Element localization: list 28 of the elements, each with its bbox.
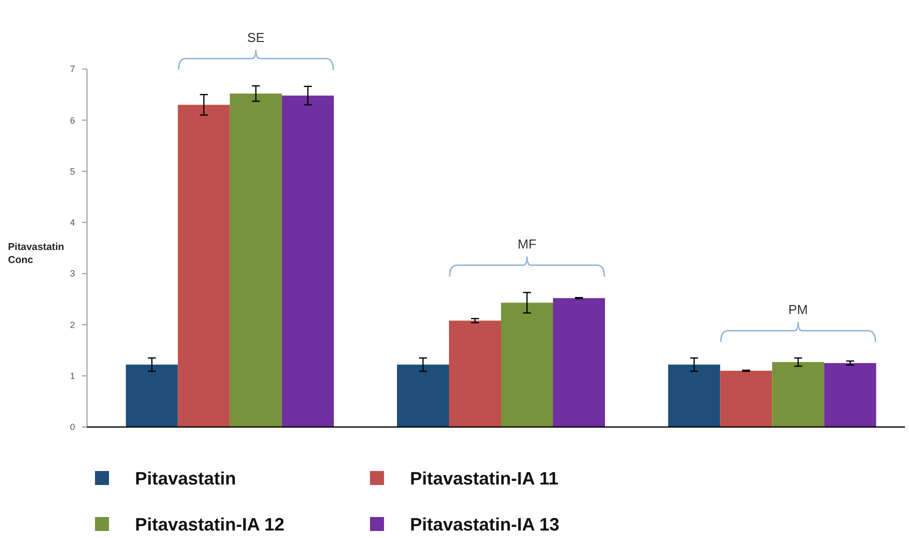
bar — [553, 298, 605, 427]
bar — [282, 96, 334, 427]
legend-label: Pitavastatin-IA 11 — [410, 468, 558, 488]
y-tick-label: 4 — [70, 218, 75, 228]
bar — [668, 364, 720, 427]
y-axis-title: Pitavastatin Conc — [8, 242, 64, 266]
bar — [449, 320, 501, 427]
legend-label: Pitavastatin — [135, 468, 236, 488]
bar — [501, 302, 553, 427]
legend-label: Pitavastatin-IA 13 — [410, 514, 560, 534]
y-tick-label: 1 — [70, 371, 75, 382]
annotation: PM — [788, 302, 808, 317]
y-tick-label: 5 — [70, 166, 75, 176]
bar — [720, 370, 772, 427]
y-tick-label: 0 — [70, 422, 75, 432]
y-tick-label: 3 — [70, 268, 75, 279]
bar — [126, 364, 178, 427]
text: SE — [247, 30, 265, 45]
bar — [824, 363, 876, 427]
annotation: MF — [518, 236, 536, 252]
legend-label: Pitavastatin-IA 12 — [135, 514, 284, 534]
bar — [397, 364, 449, 427]
bar — [772, 362, 824, 427]
bar — [178, 104, 230, 427]
bar — [230, 94, 282, 427]
y-tick-label: 6 — [70, 115, 75, 126]
y-tick-label: 2 — [70, 320, 75, 330]
y-tick-label: 7 — [70, 64, 75, 74]
